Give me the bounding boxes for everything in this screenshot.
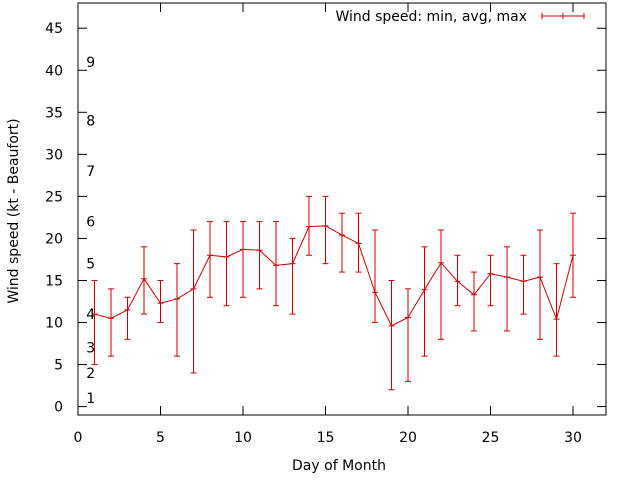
series-wind-speed	[91, 195, 576, 391]
y-tick-label: 15	[45, 273, 63, 289]
x-axis-label: Day of Month	[292, 458, 386, 474]
y-tick-label: 45	[45, 21, 63, 37]
x-tick-label: 15	[317, 430, 335, 446]
x-tick-label: 30	[564, 430, 582, 446]
plot-frame	[77, 2, 607, 416]
beaufort-label: 1	[86, 391, 95, 407]
beaufort-scale-labels: 1 2 3 4 5 6 7 8 9	[86, 55, 95, 407]
average-line	[94, 225, 574, 327]
x-tick-label: 5	[156, 430, 165, 446]
beaufort-label: 9	[86, 55, 95, 71]
x-tick-label: 10	[234, 430, 252, 446]
legend: Wind speed: min, avg, max	[335, 9, 585, 25]
beaufort-label: 3	[86, 341, 95, 357]
y-axis-label: Wind speed (kt - Beaufort)	[6, 118, 22, 303]
beaufort-label: 7	[86, 164, 95, 180]
x-tick-label: 20	[399, 430, 417, 446]
y-tick-label: 35	[45, 105, 63, 121]
beaufort-label: 5	[86, 257, 95, 273]
y-tick-label: 0	[54, 400, 63, 416]
beaufort-label: 4	[86, 307, 95, 323]
x-tick-label: 25	[482, 430, 500, 446]
y-tick-label: 10	[45, 316, 63, 332]
y-tick-label: 30	[45, 147, 63, 163]
x-tick-label: 0	[74, 430, 83, 446]
y-tick-label: 25	[45, 189, 63, 205]
beaufort-label: 6	[86, 215, 95, 231]
y-tick-label: 20	[45, 231, 63, 247]
legend-label: Wind speed: min, avg, max	[335, 9, 527, 25]
beaufort-label: 8	[86, 114, 95, 130]
beaufort-label: 2	[86, 366, 95, 382]
y-tick-label: 5	[54, 358, 63, 374]
y-tick-label: 40	[45, 63, 63, 79]
